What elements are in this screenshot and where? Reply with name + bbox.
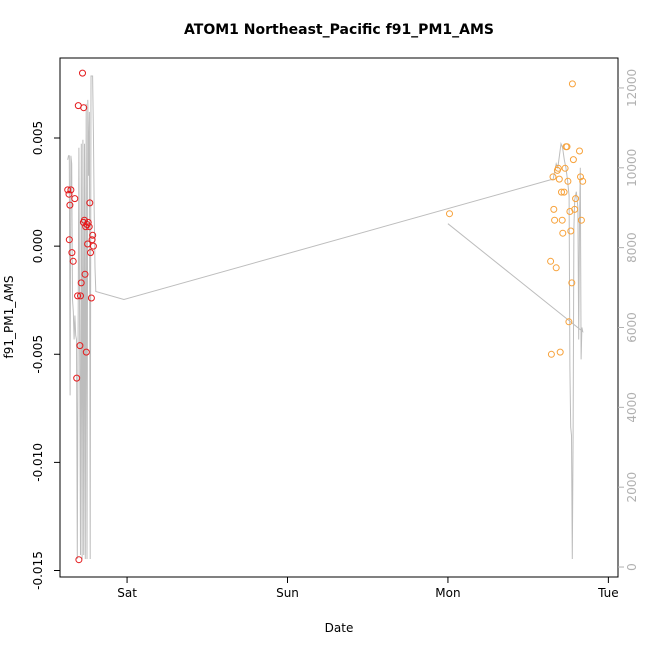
data-point <box>77 279 85 287</box>
secondary-series-line <box>67 75 584 560</box>
y-tick-label: 0.000 <box>31 229 45 263</box>
data-point <box>576 147 583 155</box>
data-point <box>84 240 92 248</box>
x-tick-label: Sun <box>276 586 299 600</box>
secondary-y-axis: 0 2000 4000 6000 8000 10000 12000 <box>618 69 639 571</box>
data-point <box>577 216 585 224</box>
x-tick-label: Mon <box>435 586 460 600</box>
data-point <box>568 80 576 88</box>
y2-tick-label: 12000 <box>625 69 639 107</box>
data-point <box>71 195 79 203</box>
x-tick-label: Tue <box>597 586 619 600</box>
points-layer <box>64 69 587 564</box>
data-point <box>556 348 564 356</box>
data-point <box>568 279 576 287</box>
data-point <box>555 175 563 183</box>
data-point <box>77 292 84 300</box>
data-point <box>446 210 453 218</box>
data-point <box>572 195 580 203</box>
y-tick-label: -0.005 <box>31 335 45 374</box>
data-point <box>69 257 77 265</box>
y2-tick-label: 0 <box>625 563 639 571</box>
data-point <box>65 190 73 198</box>
data-point <box>561 164 569 172</box>
data-point <box>84 218 92 226</box>
y2-tick-label: 8000 <box>625 232 639 263</box>
data-point <box>88 236 96 244</box>
data-point <box>67 186 75 194</box>
data-point <box>559 229 567 237</box>
data-point <box>560 188 568 196</box>
data-point <box>558 188 565 196</box>
data-point <box>85 223 93 231</box>
y-tick-label: -0.010 <box>31 443 45 482</box>
y-axis-label: f91_PM1_AMS <box>2 276 16 359</box>
y2-tick-label: 2000 <box>625 472 639 503</box>
data-point <box>579 177 587 185</box>
y-tick-label: 0.005 <box>31 121 45 155</box>
y2-tick-label: 4000 <box>625 392 639 423</box>
data-point <box>558 216 566 224</box>
plot-frame <box>59 57 619 578</box>
data-point <box>547 350 555 358</box>
data-point <box>550 205 558 213</box>
data-point <box>551 216 559 224</box>
data-point <box>89 231 97 239</box>
data-point <box>75 556 83 564</box>
data-point <box>68 249 76 257</box>
data-point <box>554 164 562 172</box>
data-point <box>87 249 94 257</box>
data-point <box>549 173 557 181</box>
data-point <box>89 242 97 250</box>
y-tick-label: -0.015 <box>31 551 45 590</box>
y2-tick-label: 6000 <box>625 312 639 343</box>
y2-tick-label: 10000 <box>625 149 639 187</box>
data-point <box>547 257 555 265</box>
data-point <box>82 348 90 356</box>
data-point <box>87 294 95 302</box>
x-axis: Sat Sun Mon Tue <box>117 577 619 600</box>
data-point <box>80 104 88 112</box>
data-point <box>563 143 571 151</box>
data-point <box>64 186 72 194</box>
x-axis-label: Date <box>325 621 354 635</box>
x-tick-label: Sat <box>117 586 137 600</box>
data-point <box>74 292 82 300</box>
data-point <box>564 177 572 185</box>
data-point <box>577 173 584 181</box>
data-point <box>565 318 573 326</box>
data-point <box>569 156 577 164</box>
data-point <box>571 205 579 213</box>
secondary-line-layer <box>67 75 584 560</box>
data-point <box>79 69 86 77</box>
data-point <box>552 264 560 272</box>
data-point <box>66 201 74 209</box>
data-point <box>567 227 575 235</box>
data-point <box>86 199 94 207</box>
data-point <box>76 342 84 350</box>
data-point <box>65 236 73 244</box>
y-axis: 0.005 0.000 -0.005 -0.010 -0.015 <box>31 121 60 590</box>
data-point <box>81 270 89 278</box>
data-point <box>73 374 81 382</box>
chart-title: ATOM1 Northeast_Pacific f91_PM1_AMS <box>184 22 494 38</box>
